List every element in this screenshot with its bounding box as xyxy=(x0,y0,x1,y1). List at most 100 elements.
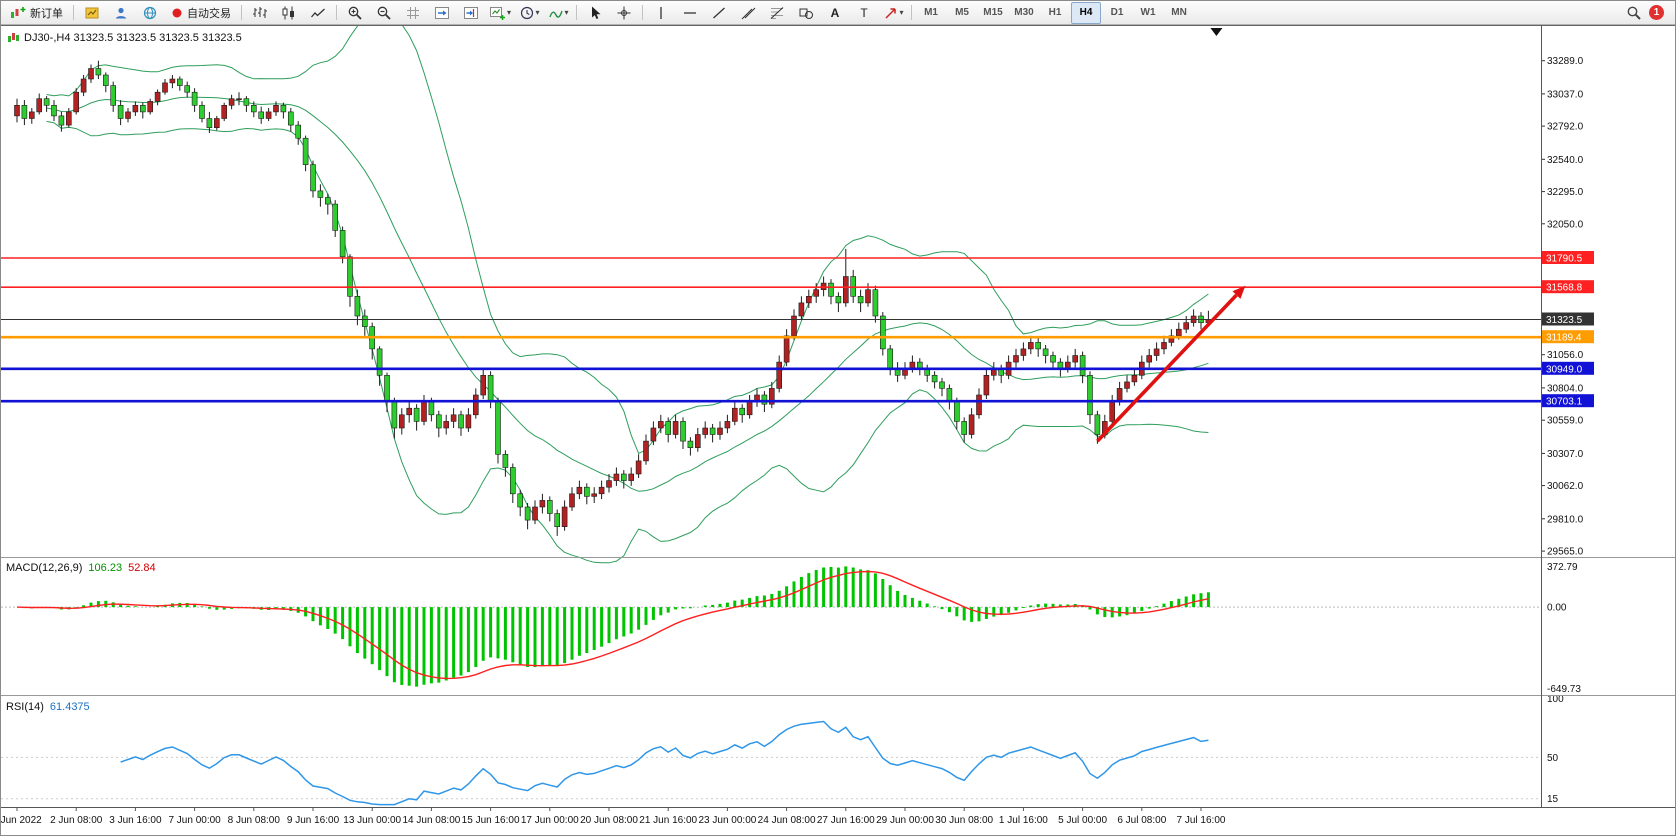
svg-text:30703.1: 30703.1 xyxy=(1546,397,1583,408)
svg-text:31568.8: 31568.8 xyxy=(1546,283,1583,294)
trendline-button[interactable] xyxy=(705,2,733,24)
zoom-in-button[interactable] xyxy=(341,2,369,24)
macd-label: MACD(12,26,9) 106.23 52.84 xyxy=(6,562,156,574)
svg-text:30949.0: 30949.0 xyxy=(1546,364,1583,375)
search-button[interactable] xyxy=(1620,2,1648,24)
svg-text:27 Jun 16:00: 27 Jun 16:00 xyxy=(817,815,875,826)
timeframe-w1[interactable]: W1 xyxy=(1140,7,1156,18)
timeframes-menu-button[interactable]: ▾ xyxy=(515,2,543,24)
toolbar-separator xyxy=(576,5,578,20)
candlestick-button[interactable] xyxy=(275,2,303,24)
timeframe-m30[interactable]: M30 xyxy=(1014,7,1034,18)
timeframe-mn[interactable]: MN xyxy=(1171,7,1187,18)
zoom-out-button[interactable] xyxy=(370,2,398,24)
new-chart-button[interactable]: ▾ xyxy=(486,2,514,24)
line-chart-button[interactable] xyxy=(304,2,332,24)
trendline-icon xyxy=(713,7,725,18)
price-level-lines[interactable] xyxy=(1,257,1541,403)
accounts-button[interactable] xyxy=(107,2,135,24)
svg-text:30062.0: 30062.0 xyxy=(1547,481,1584,492)
rsi-pane: 100 50 15 xyxy=(1,694,1564,806)
label-icon: T xyxy=(860,6,868,20)
caret-down-icon: ▾ xyxy=(899,8,904,17)
svg-text:24 Jun 08:00: 24 Jun 08:00 xyxy=(758,815,816,826)
svg-text:6 Jul 08:00: 6 Jul 08:00 xyxy=(1117,815,1166,826)
svg-text:29565.0: 29565.0 xyxy=(1547,547,1584,558)
arrows-button[interactable]: ▾ xyxy=(879,2,907,24)
cursor-button[interactable] xyxy=(581,2,609,24)
price-scale[interactable]: 33289.0 33037.0 32792.0 32540.0 32295.0 32050… xyxy=(1541,56,1584,558)
macd-pane: 372.79 0.00 -649.73 xyxy=(1,562,1581,695)
fibonacci-button[interactable] xyxy=(763,2,791,24)
timeframe-h1[interactable]: H1 xyxy=(1048,7,1062,18)
caret-down-icon: ▾ xyxy=(535,8,540,17)
clock-icon xyxy=(520,6,533,19)
toolbar-separator xyxy=(241,5,242,20)
svg-text:T: T xyxy=(860,6,868,20)
chart-title: DJ30-,H4 31323.5 31323.5 31323.5 31323.5 xyxy=(7,31,242,44)
timeframe-m15[interactable]: M15 xyxy=(983,7,1003,18)
toolbar-separator xyxy=(642,5,644,20)
macd-main-value: 106.23 xyxy=(88,562,123,574)
svg-text:32540.0: 32540.0 xyxy=(1547,155,1584,166)
price-tags: 31790.5 31568.8 31323.5 31189.4 30949.0 30703… xyxy=(1542,251,1594,408)
cursor-icon xyxy=(592,6,601,19)
horizontal-line-button[interactable] xyxy=(676,2,704,24)
time-scale[interactable]: 1 Jun 2022 2 Jun 08:00 3 Jun 16:00 7 Jun 00… xyxy=(1,807,1226,826)
svg-text:5 Jul 00:00: 5 Jul 00:00 xyxy=(1058,815,1107,826)
line-chart-icon xyxy=(311,8,325,17)
chart-shift-button[interactable] xyxy=(457,2,485,24)
channel-button[interactable] xyxy=(734,2,762,24)
toolbar-separator xyxy=(911,5,913,20)
indicators-icon xyxy=(548,10,563,18)
channel-icon xyxy=(741,7,756,19)
auto-scroll-button[interactable] xyxy=(428,2,456,24)
svg-text:14 Jun 08:00: 14 Jun 08:00 xyxy=(402,815,460,826)
svg-text:7 Jul 16:00: 7 Jul 16:00 xyxy=(1177,815,1226,826)
trend-arrow[interactable] xyxy=(1096,285,1246,443)
svg-text:13 Jun 00:00: 13 Jun 00:00 xyxy=(343,815,401,826)
svg-text:33037.0: 33037.0 xyxy=(1547,89,1584,100)
bollinger-bands xyxy=(46,25,1209,564)
notification-badge[interactable]: 1 xyxy=(1649,5,1664,20)
svg-text:33289.0: 33289.0 xyxy=(1547,56,1584,67)
svg-text:29 Jun 00:00: 29 Jun 00:00 xyxy=(876,815,934,826)
new-order-button[interactable]: 新订单 xyxy=(4,2,69,24)
chart-window: 33289.0 33037.0 32792.0 32540.0 32295.0 32050… xyxy=(1,25,1676,836)
timeframe-m1[interactable]: M1 xyxy=(924,7,938,18)
scroll-marker-icon[interactable] xyxy=(1210,28,1223,36)
indicators-menu-button[interactable]: ▾ xyxy=(544,2,572,24)
arrow-object-icon xyxy=(884,7,896,19)
svg-text:A: A xyxy=(831,6,840,20)
vertical-line-button[interactable] xyxy=(647,2,675,24)
timeframe-d1[interactable]: D1 xyxy=(1110,7,1124,18)
crosshair-button[interactable] xyxy=(610,2,638,24)
macd-name: MACD(12,26,9) xyxy=(6,562,83,574)
new-chart-icon xyxy=(490,6,505,20)
svg-text:31189.4: 31189.4 xyxy=(1546,333,1582,344)
timeframe-h4[interactable]: H4 xyxy=(1071,1,1102,24)
text-button[interactable]: A xyxy=(821,2,849,24)
market-watch-icon xyxy=(85,7,99,18)
market-watch-button[interactable] xyxy=(78,2,106,24)
auto-trading-button[interactable]: 自动交易 xyxy=(165,2,237,24)
rsi-name: RSI(14) xyxy=(6,701,44,713)
shapes-icon xyxy=(799,8,814,19)
svg-text:30804.0: 30804.0 xyxy=(1547,383,1584,394)
timeframe-m5[interactable]: M5 xyxy=(955,7,969,18)
shapes-button[interactable] xyxy=(792,2,820,24)
grid-button[interactable] xyxy=(399,2,427,24)
svg-text:9 Jun 16:00: 9 Jun 16:00 xyxy=(287,815,340,826)
community-button[interactable] xyxy=(136,2,164,24)
svg-text:100: 100 xyxy=(1547,694,1564,705)
auto-scroll-icon xyxy=(435,6,449,19)
label-button[interactable]: T xyxy=(850,2,878,24)
svg-text:30307.0: 30307.0 xyxy=(1547,449,1584,460)
auto-trading-status-icon xyxy=(172,8,182,17)
price-chart[interactable]: 33289.0 33037.0 32792.0 32540.0 32295.0 32050… xyxy=(1,25,1676,836)
svg-text:3 Jun 16:00: 3 Jun 16:00 xyxy=(109,815,162,826)
caret-down-icon: ▾ xyxy=(564,8,569,17)
bar-chart-button[interactable] xyxy=(246,2,274,24)
auto-trading-label: 自动交易 xyxy=(187,7,231,20)
